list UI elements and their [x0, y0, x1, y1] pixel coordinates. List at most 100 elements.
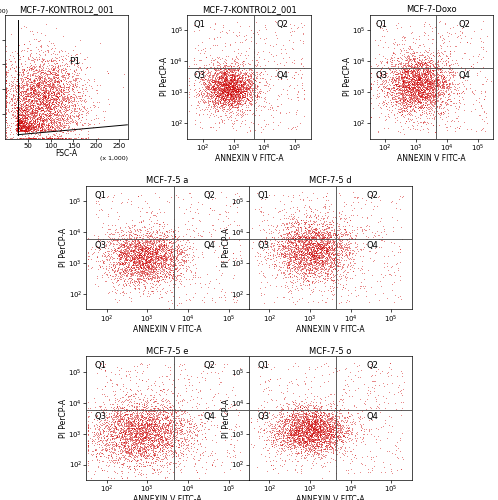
Point — [306, 430, 314, 438]
Point — [399, 76, 407, 84]
Point — [15, 104, 23, 112]
Point — [19, 93, 27, 101]
Point — [368, 84, 375, 92]
Point — [231, 196, 239, 204]
Point — [307, 245, 315, 253]
Point — [149, 259, 157, 267]
Point — [330, 446, 338, 454]
Point — [301, 380, 309, 388]
Point — [266, 375, 274, 383]
Point — [168, 422, 176, 430]
Point — [282, 431, 290, 439]
Point — [30, 90, 38, 98]
Point — [108, 443, 116, 451]
Point — [39, 134, 47, 141]
Point — [126, 418, 134, 426]
Point — [241, 72, 249, 80]
Point — [131, 230, 139, 237]
Point — [263, 446, 271, 454]
Point — [166, 258, 174, 266]
Point — [411, 92, 419, 100]
Point — [148, 254, 156, 262]
Point — [151, 415, 159, 423]
Point — [121, 266, 129, 274]
Point — [136, 424, 144, 432]
Point — [152, 412, 160, 420]
Point — [426, 92, 434, 100]
Point — [62, 64, 70, 72]
Point — [312, 442, 320, 450]
Point — [153, 425, 161, 433]
Point — [37, 100, 45, 108]
Point — [368, 113, 375, 121]
Point — [144, 416, 152, 424]
Point — [414, 75, 422, 83]
Point — [169, 258, 177, 266]
Point — [30, 94, 38, 102]
Point — [299, 254, 307, 262]
Point — [317, 446, 325, 454]
Point — [318, 256, 326, 264]
Point — [46, 82, 54, 90]
Point — [31, 104, 39, 112]
Point — [340, 214, 348, 222]
Point — [147, 418, 155, 426]
Point — [136, 439, 144, 447]
Point — [12, 109, 20, 117]
Point — [152, 240, 160, 248]
Point — [315, 438, 323, 446]
Point — [429, 80, 437, 88]
Point — [167, 288, 175, 296]
Point — [309, 246, 317, 254]
Point — [147, 406, 155, 414]
Point — [69, 72, 77, 80]
Point — [257, 86, 265, 94]
Point — [138, 448, 146, 456]
Point — [404, 68, 412, 76]
Point — [283, 435, 291, 443]
Point — [135, 256, 143, 264]
Point — [45, 101, 53, 109]
Point — [292, 430, 300, 438]
Point — [106, 100, 114, 108]
Point — [116, 259, 124, 267]
Point — [237, 88, 245, 96]
Point — [331, 247, 339, 255]
Point — [110, 402, 118, 410]
Point — [411, 69, 419, 77]
Point — [432, 107, 440, 115]
Point — [431, 96, 439, 104]
Point — [208, 294, 216, 302]
Point — [172, 254, 180, 262]
Point — [297, 245, 305, 253]
Point — [301, 437, 309, 445]
Point — [239, 88, 247, 96]
Point — [311, 410, 319, 418]
Point — [143, 243, 151, 251]
Point — [153, 404, 161, 412]
Point — [124, 237, 132, 245]
Point — [13, 84, 21, 92]
Point — [122, 428, 129, 436]
Point — [325, 440, 333, 448]
Point — [169, 239, 177, 247]
Point — [24, 92, 32, 100]
Point — [397, 33, 405, 41]
Point — [138, 408, 146, 416]
Point — [49, 64, 57, 72]
Point — [439, 64, 447, 72]
Point — [35, 105, 43, 113]
Point — [61, 92, 69, 100]
Point — [218, 118, 226, 126]
Point — [118, 430, 125, 438]
Point — [117, 271, 125, 279]
Point — [34, 94, 42, 102]
Point — [253, 88, 261, 96]
Point — [294, 432, 302, 440]
Point — [152, 253, 160, 261]
Point — [326, 434, 334, 442]
Point — [38, 98, 46, 106]
Point — [225, 96, 233, 104]
Point — [180, 396, 188, 404]
Point — [111, 268, 119, 276]
